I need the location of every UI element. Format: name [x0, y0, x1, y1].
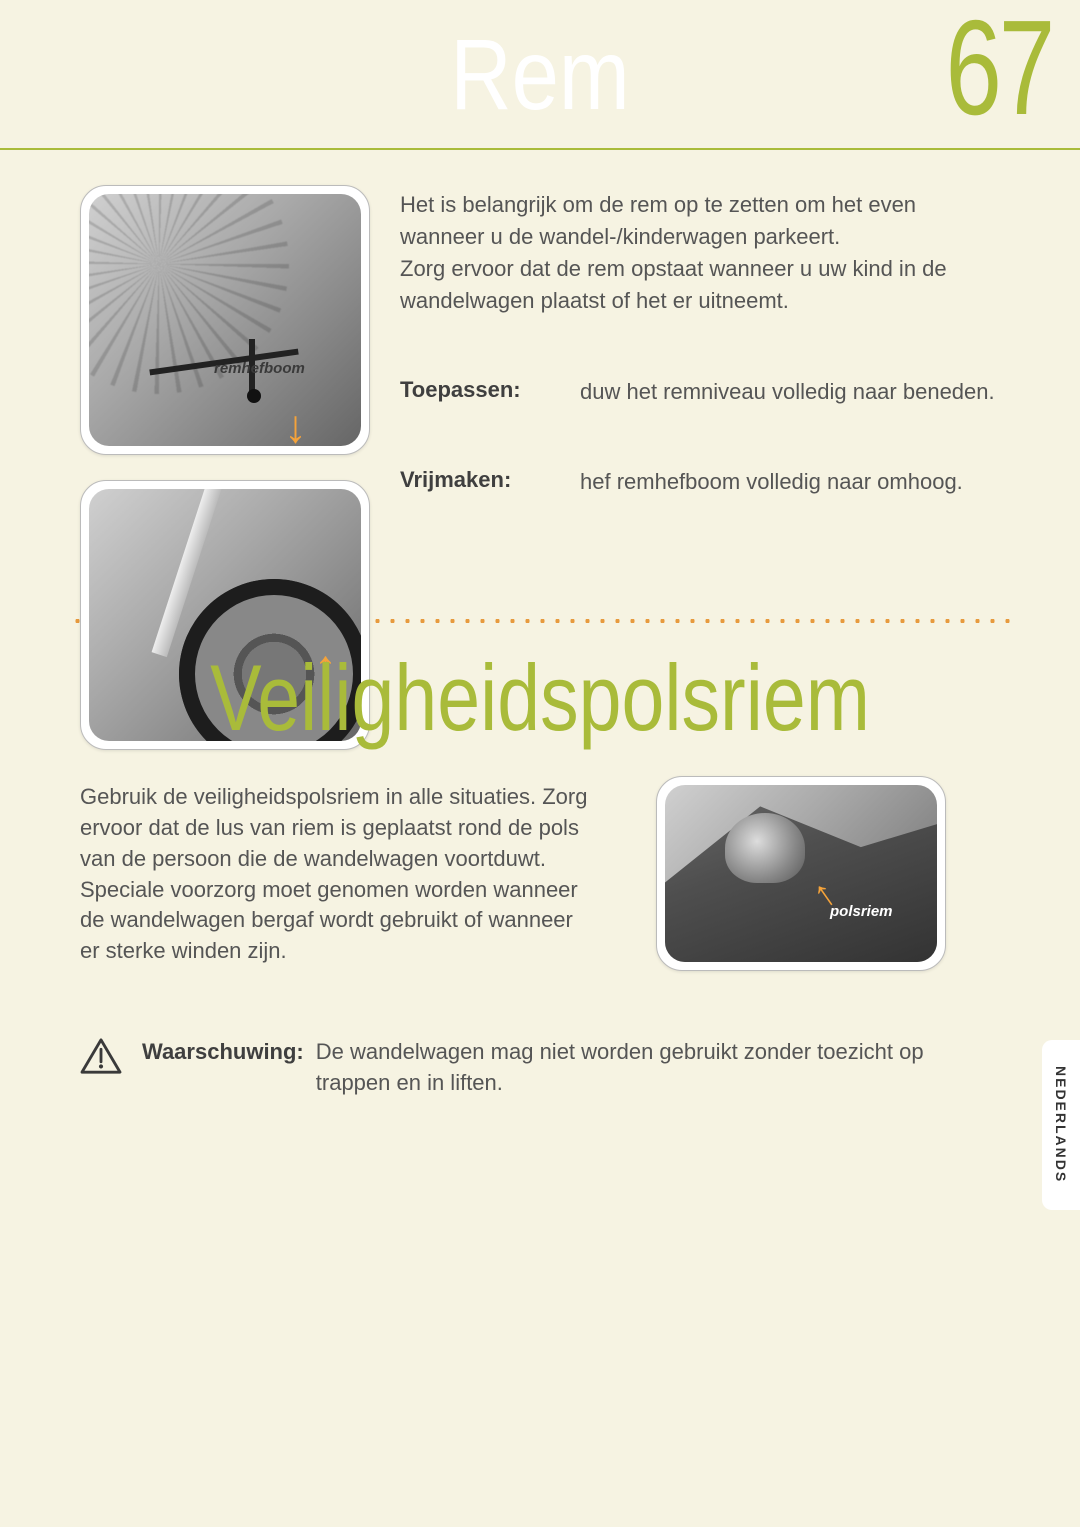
header-band: Rem 67: [0, 0, 1080, 150]
wrist-body-text: Gebruik de veiligheidspolsriem in alle s…: [80, 782, 590, 967]
arrow-down-icon: ↓: [284, 399, 307, 446]
section-brake: remhefboom ↓ ↑ Het is belangrijk om de r…: [0, 150, 1080, 538]
section-wrist-strap: Gebruik de veiligheidspolsriem in alle s…: [0, 782, 1080, 967]
warning-text: De wandelwagen mag niet worden gebruikt …: [316, 1037, 956, 1099]
instruction-desc: duw het remniveau volledig naar beneden.: [580, 377, 995, 408]
section-title-wrist: Veiligheidspolsriem: [97, 644, 983, 752]
instruction-row: Toepassen: duw het remniveau volledig na…: [400, 377, 1000, 408]
language-tab: NEDERLANDS: [1042, 1040, 1080, 1210]
figure3-caption: polsriem: [830, 903, 893, 920]
warning-icon: [80, 1037, 122, 1075]
instruction-desc: hef remhefboom volledig naar omhoog.: [580, 467, 963, 498]
warning-block: Waarschuwing: De wandelwagen mag niet wo…: [0, 1037, 1080, 1099]
instruction-label: Toepassen:: [400, 377, 580, 408]
figure1-caption: remhefboom: [214, 360, 305, 377]
brake-text-column: Het is belangrijk om de rem op te zetten…: [400, 185, 1000, 498]
instruction-label: Vrijmaken:: [400, 467, 580, 498]
section-title-brake: Rem: [81, 0, 999, 150]
figure-wrist-strap: ↑ polsriem: [656, 776, 946, 971]
warning-label: Waarschuwing:: [142, 1037, 304, 1099]
page-number: 67: [945, 0, 1052, 145]
figure-brake-apply: remhefboom ↓: [80, 185, 370, 455]
brake-intro: Het is belangrijk om de rem op te zetten…: [400, 189, 1000, 317]
instruction-row: Vrijmaken: hef remhefboom volledig naar …: [400, 467, 1000, 498]
language-label: NEDERLANDS: [1053, 1066, 1069, 1183]
